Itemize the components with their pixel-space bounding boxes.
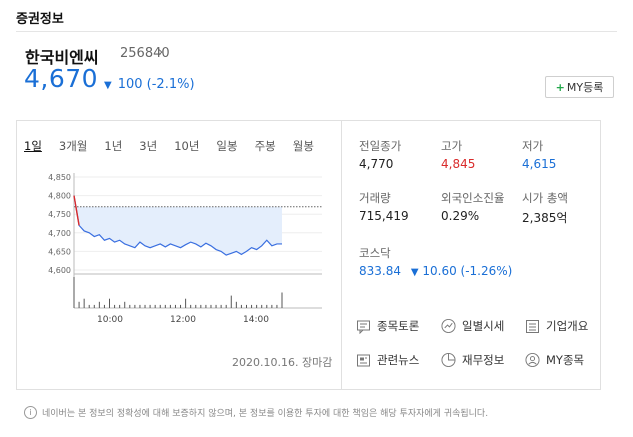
- volume-label: 거래량: [359, 191, 391, 205]
- volume-value: 715,419: [359, 209, 409, 223]
- prev-close-value: 4,770: [359, 157, 394, 171]
- user-icon: [525, 352, 540, 368]
- period-tabs: 1일 3개월 1년 3년 10년 일봉 주봉 월봉: [24, 138, 331, 154]
- header-divider: [16, 31, 617, 32]
- down-arrow-icon: ▼: [410, 267, 419, 278]
- my-register-label: MY등록: [566, 81, 604, 94]
- link-discussion-label: 종목토론: [377, 319, 420, 333]
- current-price: 4,670: [24, 64, 99, 93]
- price-change: ▼ 100 (-2.1%): [104, 77, 195, 92]
- my-register-button[interactable]: + MY등록: [545, 76, 614, 98]
- tab-daily[interactable]: 일봉: [216, 139, 238, 153]
- link-financials-label: 재무정보: [462, 353, 505, 367]
- link-news-label: 관련뉴스: [377, 353, 420, 367]
- market-cap-value: 2,385억: [522, 211, 568, 225]
- y-tick-label: 4,800: [48, 192, 71, 201]
- list-icon: [525, 319, 540, 334]
- tab-3y[interactable]: 3년: [139, 139, 158, 153]
- kosdaq-change: 10.60 (-1.26%): [422, 264, 513, 278]
- price-line: [73, 195, 282, 256]
- y-tick-label: 4,700: [48, 229, 71, 238]
- link-daily-price[interactable]: 일별시세: [441, 318, 504, 334]
- open-segment: [73, 195, 80, 226]
- change-amount: 100: [117, 77, 143, 92]
- panel-divider: [341, 120, 342, 390]
- stock-panel: [16, 120, 601, 390]
- link-news[interactable]: 관련뉴스: [356, 352, 419, 368]
- disclaimer-text: 네이버는 본 정보의 정확성에 대해 보증하지 않으며, 본 정보를 이용한 투…: [42, 409, 489, 419]
- low-value: 4,615: [522, 157, 557, 171]
- link-financials[interactable]: 재무정보: [441, 352, 504, 368]
- tab-10y[interactable]: 10년: [174, 139, 200, 153]
- change-percent: (-2.1%): [146, 77, 195, 92]
- x-tick-label: 10:00: [97, 315, 123, 325]
- disclaimer: i 네이버는 본 정보의 정확성에 대해 보증하지 않으며, 본 정보를 이용한…: [24, 406, 488, 419]
- x-tick-label: 12:00: [170, 315, 196, 325]
- chevron-right-icon[interactable]: ›: [158, 45, 164, 60]
- y-tick-label: 4,750: [48, 210, 71, 219]
- foreign-ratio-value: 0.29%: [441, 209, 480, 223]
- kosdaq-index: 833.84: [359, 264, 401, 278]
- tab-weekly[interactable]: 주봉: [254, 139, 276, 153]
- tab-1y[interactable]: 1년: [104, 139, 123, 153]
- high-value: 4,845: [441, 157, 476, 171]
- kosdaq-label: 코스닥: [359, 246, 391, 260]
- stock-name[interactable]: 한국비엔씨: [25, 48, 99, 67]
- news-icon: [356, 353, 371, 368]
- tab-1d[interactable]: 1일: [24, 139, 42, 153]
- pie-icon: [441, 352, 456, 368]
- trend-icon: [441, 318, 456, 334]
- foreign-ratio-label: 외국인소진율: [441, 191, 505, 205]
- comment-icon: [356, 319, 371, 334]
- market-cap-label: 시가 총액: [522, 191, 568, 205]
- link-my-stocks-label: MY종목: [546, 353, 585, 367]
- section-title: 증권정보: [16, 12, 64, 27]
- link-company-overview-label: 기업개요: [546, 319, 589, 333]
- price-area: [74, 195, 282, 256]
- link-company-overview[interactable]: 기업개요: [525, 318, 588, 334]
- tab-3m[interactable]: 3개월: [58, 139, 88, 153]
- link-discussion[interactable]: 종목토론: [356, 318, 419, 334]
- link-daily-price-label: 일별시세: [462, 319, 505, 333]
- kosdaq-value: 833.84 ▼ 10.60 (-1.26%): [359, 264, 512, 278]
- y-tick-label: 4,600: [48, 266, 71, 275]
- chart-date: 2020.10.16. 장마감: [232, 356, 333, 369]
- high-label: 고가: [441, 139, 463, 153]
- x-tick-label: 14:00: [243, 315, 269, 325]
- y-tick-label: 4,850: [48, 173, 71, 182]
- low-label: 저가: [522, 139, 544, 153]
- info-icon: i: [24, 406, 37, 419]
- tab-monthly[interactable]: 월봉: [292, 139, 314, 153]
- stock-code[interactable]: 256840: [120, 46, 170, 61]
- link-my-stocks[interactable]: MY종목: [525, 352, 584, 368]
- intraday-chart[interactable]: 4,850 4,800 4,750 4,700 4,650 4,600 10:00 12:00…: [42, 165, 327, 325]
- y-tick-label: 4,650: [48, 247, 71, 256]
- prev-close-label: 전일종가: [359, 139, 402, 153]
- down-arrow-icon: ▼: [104, 80, 112, 91]
- plus-icon: +: [555, 80, 565, 94]
